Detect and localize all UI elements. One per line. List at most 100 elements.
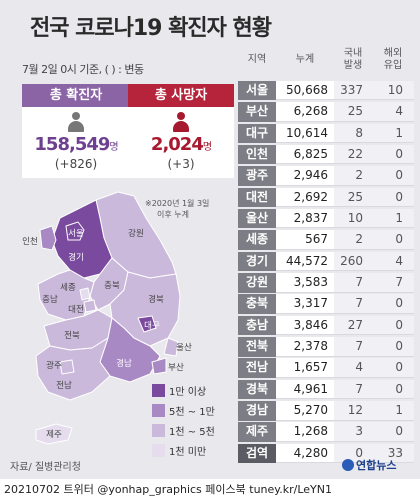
legend-item: 1천 ~ 5천 xyxy=(152,420,215,440)
table-header: 지역 누계 국내 발생 해외 유입 xyxy=(238,40,414,80)
cell-overseas: 0 xyxy=(372,294,414,314)
cell-region: 부산 xyxy=(238,102,276,122)
table-row: 대전 2,692 25 0 xyxy=(238,187,414,208)
cell-overseas: 10 xyxy=(372,80,414,101)
cell-region: 서울 xyxy=(238,80,276,101)
cell-total: 10,614 xyxy=(276,123,334,144)
korea-map: 강원 인천 서울 경기 충북 세종 충남 대전 경북 전북 대구 울산 부산 경… xyxy=(22,191,192,445)
cell-total: 2,837 xyxy=(276,208,334,229)
cell-overseas: 4 xyxy=(372,102,414,122)
table-row: 검역 4,280 0 33 xyxy=(238,443,414,464)
confirmed-label: 총 확진자 xyxy=(22,84,130,107)
deaths-box: 총 사망자 2,024명 (+3) xyxy=(128,84,234,178)
cell-domestic: 27 xyxy=(334,315,372,336)
cell-domestic: 2 xyxy=(334,230,372,250)
legend-label: 1만 이상 xyxy=(169,386,207,398)
map-label-chungnam: 충남 xyxy=(42,294,58,304)
cell-overseas: 1 xyxy=(372,123,414,144)
cell-region: 대전 xyxy=(238,187,276,208)
cell-overseas: 0 xyxy=(372,379,414,400)
cell-region: 울산 xyxy=(238,208,276,229)
cell-overseas: 1 xyxy=(372,401,414,421)
cell-total: 3,583 xyxy=(276,273,334,293)
deaths-value: 2,024명 xyxy=(150,134,212,155)
table-row: 전북 2,378 7 0 xyxy=(238,336,414,357)
cell-total: 5,270 xyxy=(276,401,334,421)
cell-domestic: 7 xyxy=(334,294,372,314)
deaths-label: 총 사망자 xyxy=(128,84,234,107)
region-sejong xyxy=(79,287,91,301)
map-label-jeonbuk: 전북 xyxy=(64,330,80,340)
cell-total: 3,317 xyxy=(276,294,334,314)
cell-overseas: 0 xyxy=(372,144,414,165)
legend-swatch xyxy=(152,403,165,417)
legend-item: 5천 ~ 1만 xyxy=(152,400,215,420)
map-label-daegu: 대구 xyxy=(144,320,160,330)
cell-overseas: 33 xyxy=(372,443,414,464)
logo-text: 연합뉴스 xyxy=(356,459,397,472)
region-ulsan xyxy=(163,337,179,357)
region-seoul xyxy=(65,221,85,241)
legend-label: 1천 미만 xyxy=(169,446,207,458)
map-label-jeju: 제주 xyxy=(46,429,62,439)
cell-overseas: 0 xyxy=(372,337,414,357)
table-row: 광주 2,946 2 0 xyxy=(238,165,414,186)
region-gwangju xyxy=(59,359,75,375)
cell-total: 2,692 xyxy=(276,187,334,208)
table-row: 충북 3,317 7 0 xyxy=(238,293,414,314)
map-label-busan: 부산 xyxy=(168,362,184,372)
cell-domestic: 12 xyxy=(334,401,372,421)
region-table: 지역 누계 국내 발생 해외 유입 서울 50,668 337 10 부산 6,268 25… xyxy=(238,40,414,464)
map-label-gwangju: 광주 xyxy=(46,360,62,370)
table-row: 인천 6,825 22 0 xyxy=(238,144,414,165)
date-note: 7월 2일 0시 기준, ( ) : 변동 xyxy=(22,63,144,76)
cell-total: 2,946 xyxy=(276,166,334,186)
cell-total: 567 xyxy=(276,230,334,250)
cell-total: 3,846 xyxy=(276,315,334,336)
confirmed-delta: (+826) xyxy=(54,157,98,171)
cell-overseas: 7 xyxy=(372,273,414,293)
cell-domestic: 25 xyxy=(334,187,372,208)
cell-domestic: 22 xyxy=(334,144,372,165)
legend-label: 1천 ~ 5천 xyxy=(169,426,215,438)
map-label-jeonnam: 전남 xyxy=(56,380,72,390)
map-label-sejong: 세종 xyxy=(60,282,76,292)
cell-total: 44,572 xyxy=(276,251,334,272)
cell-overseas: 0 xyxy=(372,166,414,186)
cell-domestic: 4 xyxy=(334,358,372,378)
map-note: ※2020년 1월 3일 이후 누계 xyxy=(145,198,209,220)
table-body: 서울 50,668 337 10 부산 6,268 25 4 대구 10,614 8 1 인천 6,825… xyxy=(238,80,414,464)
cell-region: 경기 xyxy=(238,251,276,272)
legend-item: 1천 미만 xyxy=(152,440,215,460)
cell-overseas: 0 xyxy=(372,422,414,442)
cell-region: 세종 xyxy=(238,230,276,250)
map-note-line: 이후 누계 xyxy=(157,210,189,219)
cell-domestic: 7 xyxy=(334,379,372,400)
table-row: 강원 3,583 7 7 xyxy=(238,272,414,293)
source: 자료/ 질병관리청 xyxy=(10,462,81,473)
footer: 20210702 트위터 @yonhap_graphics 페이스북 tuney… xyxy=(0,479,420,500)
page-title: 전국 코로나19 확진자 현황 xyxy=(30,16,272,41)
cell-region: 충남 xyxy=(238,315,276,336)
legend-swatch xyxy=(152,443,165,457)
cell-total: 6,825 xyxy=(276,144,334,165)
cell-domestic: 25 xyxy=(334,102,372,122)
cell-region: 경남 xyxy=(238,401,276,421)
table-row: 충남 3,846 27 0 xyxy=(238,315,414,336)
cell-domestic: 3 xyxy=(334,422,372,442)
legend: 1만 이상 5천 ~ 1만 1천 ~ 5천 1천 미만 xyxy=(152,380,215,460)
legend-label: 5천 ~ 1만 xyxy=(169,406,215,418)
cell-total: 2,378 xyxy=(276,337,334,357)
region-busan xyxy=(151,357,167,375)
map-note-line: ※2020년 1월 3일 xyxy=(145,199,210,208)
table-row: 부산 6,268 25 4 xyxy=(238,101,414,122)
table-row: 서울 50,668 337 10 xyxy=(238,80,414,101)
cell-overseas: 0 xyxy=(372,315,414,336)
header-overseas: 해외 유입 xyxy=(383,48,403,71)
map-label-daejeon: 대전 xyxy=(68,304,84,314)
cell-region: 강원 xyxy=(238,273,276,293)
cell-total: 1,268 xyxy=(276,422,334,442)
cell-total: 6,268 xyxy=(276,102,334,122)
map-label-ulsan: 울산 xyxy=(176,342,192,352)
table-row: 대구 10,614 8 1 xyxy=(238,123,414,144)
